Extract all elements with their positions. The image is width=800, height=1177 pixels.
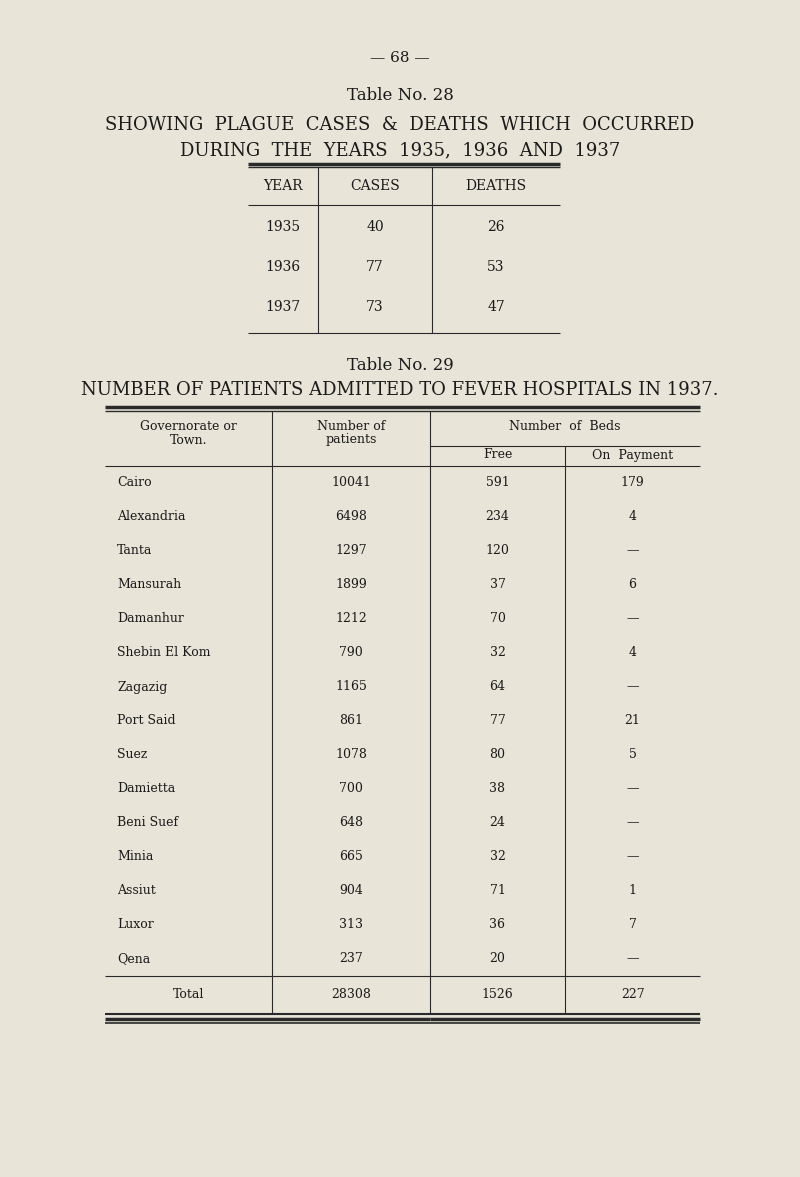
Text: 179: 179 [621,477,644,490]
Text: —: — [626,851,638,864]
Text: 32: 32 [490,851,506,864]
Text: 38: 38 [490,783,506,796]
Text: Shebin El Kom: Shebin El Kom [117,646,210,659]
Text: 1078: 1078 [335,749,367,762]
Text: 904: 904 [339,884,363,898]
Text: 47: 47 [487,300,505,314]
Text: Table No. 28: Table No. 28 [346,86,454,104]
Text: Number  of  Beds: Number of Beds [510,420,621,433]
Text: Qena: Qena [117,952,150,965]
Text: 227: 227 [621,988,644,1000]
Text: 80: 80 [490,749,506,762]
Text: 1936: 1936 [266,260,301,274]
Text: 7: 7 [629,918,637,931]
Text: Damietta: Damietta [117,783,175,796]
Text: Assiut: Assiut [117,884,156,898]
Text: Port Said: Port Said [117,714,176,727]
Text: 64: 64 [490,680,506,693]
Text: 36: 36 [490,918,506,931]
Text: Cairo: Cairo [117,477,152,490]
Text: DEATHS: DEATHS [466,179,526,193]
Text: Mansurah: Mansurah [117,579,182,592]
Text: 77: 77 [366,260,384,274]
Text: Zagazig: Zagazig [117,680,167,693]
Text: 10041: 10041 [331,477,371,490]
Text: 28308: 28308 [331,988,371,1000]
Text: 37: 37 [490,579,506,592]
Text: — 68 —: — 68 — [370,51,430,65]
Text: —: — [626,952,638,965]
Text: CASES: CASES [350,179,400,193]
Text: Suez: Suez [117,749,147,762]
Text: On  Payment: On Payment [592,448,673,461]
Text: 6498: 6498 [335,511,367,524]
Text: Free: Free [483,448,512,461]
Text: 1935: 1935 [266,220,301,234]
Text: YEAR: YEAR [263,179,303,193]
Text: 1297: 1297 [335,545,367,558]
Text: 71: 71 [490,884,506,898]
Text: 1: 1 [629,884,637,898]
Text: 790: 790 [339,646,363,659]
Text: 5: 5 [629,749,637,762]
Text: 234: 234 [486,511,510,524]
Text: 73: 73 [366,300,384,314]
Text: 53: 53 [487,260,505,274]
Text: 21: 21 [625,714,641,727]
Text: Luxor: Luxor [117,918,154,931]
Text: 648: 648 [339,817,363,830]
Text: 1526: 1526 [482,988,514,1000]
Text: Beni Suef: Beni Suef [117,817,178,830]
Text: 1937: 1937 [266,300,301,314]
Text: 1899: 1899 [335,579,367,592]
Text: 40: 40 [366,220,384,234]
Text: —: — [626,680,638,693]
Text: 26: 26 [487,220,505,234]
Text: 1165: 1165 [335,680,367,693]
Text: 4: 4 [629,646,637,659]
Text: Town.: Town. [170,433,207,446]
Text: —: — [626,817,638,830]
Text: 6: 6 [629,579,637,592]
Text: 20: 20 [490,952,506,965]
Text: patients: patients [326,433,377,446]
Text: —: — [626,612,638,625]
Text: Alexandria: Alexandria [117,511,186,524]
Text: 861: 861 [339,714,363,727]
Text: 237: 237 [339,952,363,965]
Text: SHOWING  PLAGUE  CASES  &  DEATHS  WHICH  OCCURRED: SHOWING PLAGUE CASES & DEATHS WHICH OCCU… [106,117,694,134]
Text: DURING  THE  YEARS  1935,  1936  AND  1937: DURING THE YEARS 1935, 1936 AND 1937 [180,141,620,159]
Text: Governorate or: Governorate or [140,420,237,433]
Text: 77: 77 [490,714,506,727]
Text: 24: 24 [490,817,506,830]
Text: 70: 70 [490,612,506,625]
Text: 591: 591 [486,477,510,490]
Text: 313: 313 [339,918,363,931]
Text: 700: 700 [339,783,363,796]
Text: 32: 32 [490,646,506,659]
Text: —: — [626,545,638,558]
Text: Number of: Number of [317,420,385,433]
Text: 4: 4 [629,511,637,524]
Text: Minia: Minia [117,851,154,864]
Text: 1212: 1212 [335,612,367,625]
Text: NUMBER OF PATIENTS ADMITTED TO FEVER HOSPITALS IN 1937.: NUMBER OF PATIENTS ADMITTED TO FEVER HOS… [82,381,718,399]
Text: Table No. 29: Table No. 29 [346,357,454,373]
Text: 665: 665 [339,851,363,864]
Text: —: — [626,783,638,796]
Text: Damanhur: Damanhur [117,612,184,625]
Text: Total: Total [173,988,204,1000]
Text: Tanta: Tanta [117,545,152,558]
Text: 120: 120 [486,545,510,558]
